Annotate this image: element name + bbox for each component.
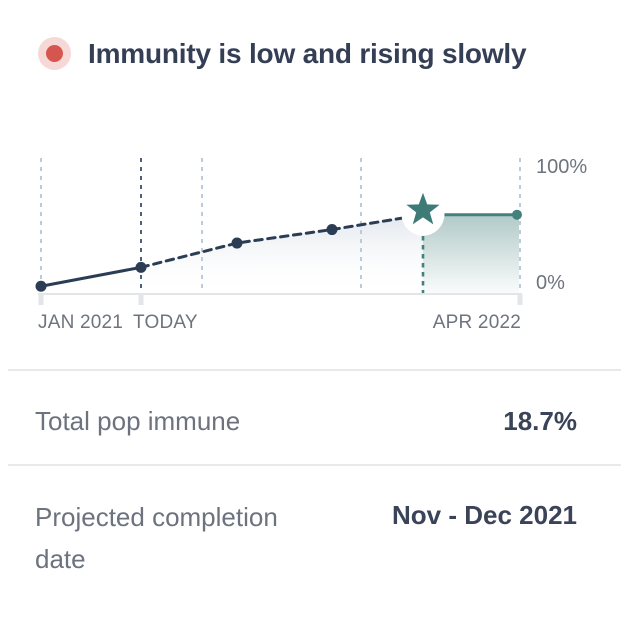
immunity-chart-canvas	[35, 158, 523, 305]
x-axis-label-apr-2022: APR 2022	[432, 312, 521, 333]
completion-star-icon	[406, 192, 440, 225]
divider	[8, 369, 621, 371]
stat-label: Total pop immune	[35, 406, 241, 436]
status-dot-icon	[46, 45, 63, 62]
status-header: Immunity is low and rising slowly	[38, 37, 527, 70]
stat-value: 18.7%	[503, 406, 577, 436]
y-axis-label-100: 100%	[536, 156, 588, 178]
page-title: Immunity is low and rising slowly	[88, 37, 527, 69]
y-axis-label-0: 0%	[536, 272, 565, 294]
divider	[8, 464, 621, 466]
x-axis-label-today: TODAY	[133, 312, 198, 333]
stat-label: Projected completion date	[35, 502, 278, 574]
status-halo	[38, 37, 71, 70]
stat-value: Nov - Dec 2021	[392, 500, 577, 530]
x-axis-label-jan-2021: JAN 2021	[38, 312, 124, 333]
immunity-chart	[0, 148, 629, 310]
